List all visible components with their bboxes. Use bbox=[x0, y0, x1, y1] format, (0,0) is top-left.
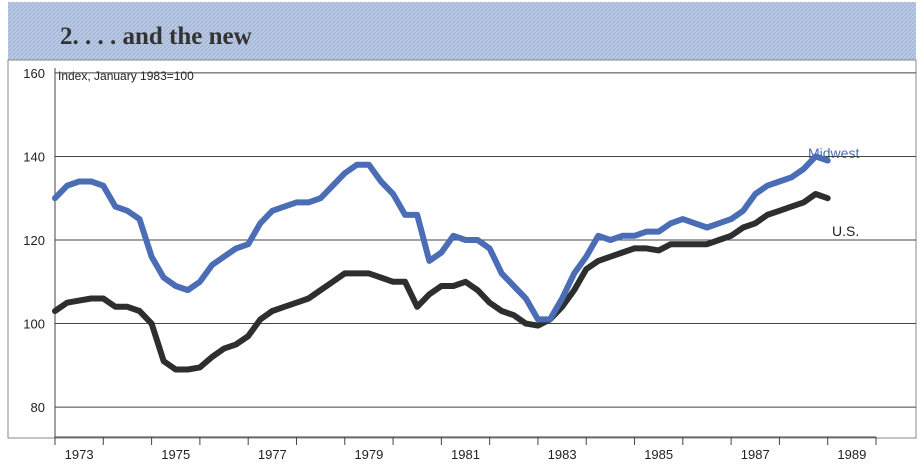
y-tick-label: 80 bbox=[31, 400, 45, 415]
header-band bbox=[8, 2, 916, 60]
y-tick-label: 140 bbox=[23, 149, 45, 164]
x-tick-label: 1983 bbox=[548, 447, 577, 462]
x-tick-label: 1987 bbox=[741, 447, 770, 462]
x-tick-label: 1977 bbox=[258, 447, 287, 462]
x-tick-label: 1975 bbox=[161, 447, 190, 462]
series-label: U.S. bbox=[832, 223, 859, 239]
series-line bbox=[52, 153, 831, 323]
y-tick-label: 100 bbox=[23, 317, 45, 332]
x-tick-label: 1989 bbox=[837, 447, 866, 462]
y-tick-label: 120 bbox=[23, 233, 45, 248]
x-tick-label: 1985 bbox=[644, 447, 673, 462]
x-tick-label: 1981 bbox=[451, 447, 480, 462]
x-tick-label: 1973 bbox=[65, 447, 94, 462]
x-tick-label: 1979 bbox=[354, 447, 383, 462]
y-tick-label: 160 bbox=[23, 66, 45, 81]
chart-title: 2. . . . and the new bbox=[60, 23, 252, 50]
series-line bbox=[52, 191, 831, 373]
y-axis-label: Index, January 1983=100 bbox=[58, 69, 194, 83]
plot-frame bbox=[7, 59, 917, 439]
